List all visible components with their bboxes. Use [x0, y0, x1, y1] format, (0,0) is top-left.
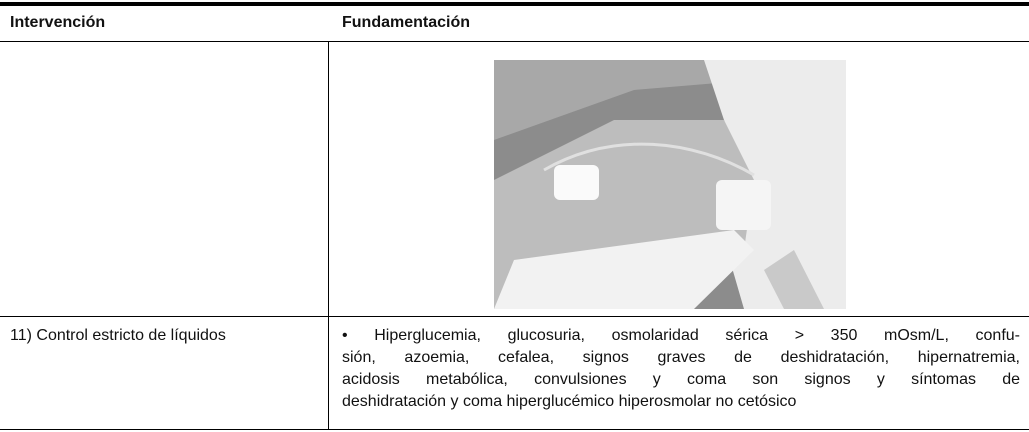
row-label: 11) Control estricto de líquidos — [10, 327, 226, 344]
column-header: Fundamentación — [342, 14, 471, 31]
top-rule — [0, 2, 1029, 6]
paragraph: • Hiperglucemia, glucosuria, osmolaridad… — [342, 325, 1020, 413]
bottom-rule — [0, 429, 1029, 430]
text-line: sión, azoemia, cefalea, signos graves de… — [342, 349, 1020, 366]
column-header: Intervención — [10, 14, 106, 31]
column-divider — [328, 42, 329, 430]
photo — [494, 60, 846, 309]
header-rule — [0, 41, 1029, 42]
text-line: acidosis metabólica, convulsiones y coma… — [342, 371, 1020, 388]
text-line: • Hiperglucemia, glucosuria, osmolaridad… — [342, 327, 1020, 344]
text-line: deshidratación y coma hiperglucémico hip… — [342, 393, 797, 410]
row-rule — [0, 316, 1029, 317]
